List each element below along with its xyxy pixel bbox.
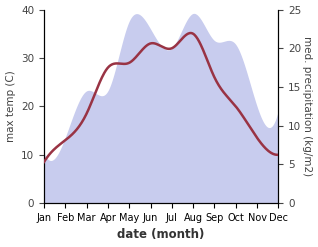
- X-axis label: date (month): date (month): [117, 228, 205, 242]
- Y-axis label: med. precipitation (kg/m2): med. precipitation (kg/m2): [302, 36, 313, 176]
- Y-axis label: max temp (C): max temp (C): [5, 70, 16, 142]
